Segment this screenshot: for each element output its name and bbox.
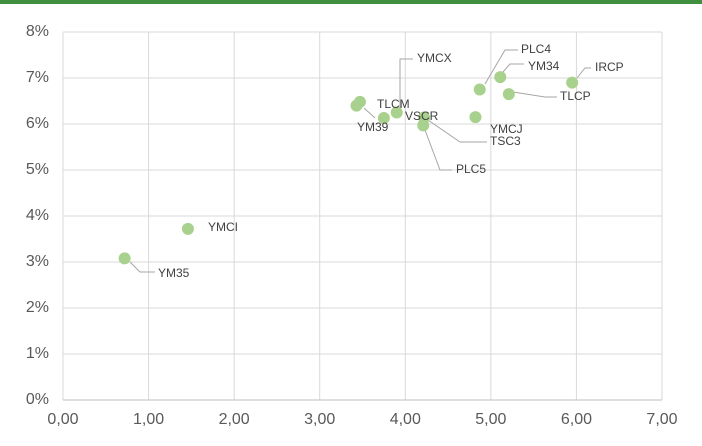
point-label: YMCX <box>417 51 452 65</box>
y-tick-label: 8% <box>26 23 49 40</box>
leader-line <box>576 67 591 79</box>
leader-line <box>427 119 487 143</box>
point <box>118 252 131 265</box>
y-tick-label: 1% <box>26 345 49 362</box>
x-tick-label: 2,00 <box>219 411 250 428</box>
point-label: TLCM <box>377 97 410 111</box>
point-label: IRCP <box>595 60 624 74</box>
x-tick-label: 5,00 <box>475 411 506 428</box>
point <box>181 222 194 235</box>
y-tick-label: 3% <box>26 253 49 270</box>
top-bar <box>0 0 702 4</box>
x-tick-label: 1,00 <box>133 411 164 428</box>
y-tick-label: 6% <box>26 115 49 132</box>
point-label: PLC5 <box>456 162 486 176</box>
y-tick-label: 0% <box>26 391 49 408</box>
point-label: YM34 <box>528 59 560 73</box>
point <box>566 76 579 89</box>
point-label: YM39 <box>357 120 389 134</box>
y-tick-label: 4% <box>26 207 49 224</box>
point <box>469 111 482 124</box>
y-tick-label: 5% <box>26 161 49 178</box>
point-label: YMCJ <box>490 122 523 136</box>
point <box>494 71 507 84</box>
leader-line <box>484 49 518 85</box>
x-tick-label: 0,00 <box>47 411 78 428</box>
point <box>353 95 366 108</box>
point-label: TSC3 <box>490 134 521 148</box>
y-tick-label: 2% <box>26 299 49 316</box>
x-tick-label: 3,00 <box>304 411 335 428</box>
point <box>377 112 390 125</box>
leader-line <box>363 107 376 119</box>
x-tick-label: 4,00 <box>390 411 421 428</box>
point <box>417 119 430 132</box>
point-label: VSCR <box>405 109 439 123</box>
point-label: TLCP <box>560 89 591 103</box>
leader-line <box>512 91 557 98</box>
leader-line <box>502 63 524 73</box>
x-tick-label: 6,00 <box>561 411 592 428</box>
y-tick-label: 7% <box>26 69 49 86</box>
leader-line <box>129 261 155 273</box>
point-label: YM35 <box>158 266 190 280</box>
point <box>473 83 486 96</box>
point <box>502 88 515 101</box>
leader-line <box>424 129 452 171</box>
leader-line <box>399 58 413 108</box>
point-label: YMCI <box>208 220 238 234</box>
point-label: PLC4 <box>521 42 551 56</box>
point <box>390 106 403 119</box>
x-tick-label: 7,00 <box>646 411 677 428</box>
